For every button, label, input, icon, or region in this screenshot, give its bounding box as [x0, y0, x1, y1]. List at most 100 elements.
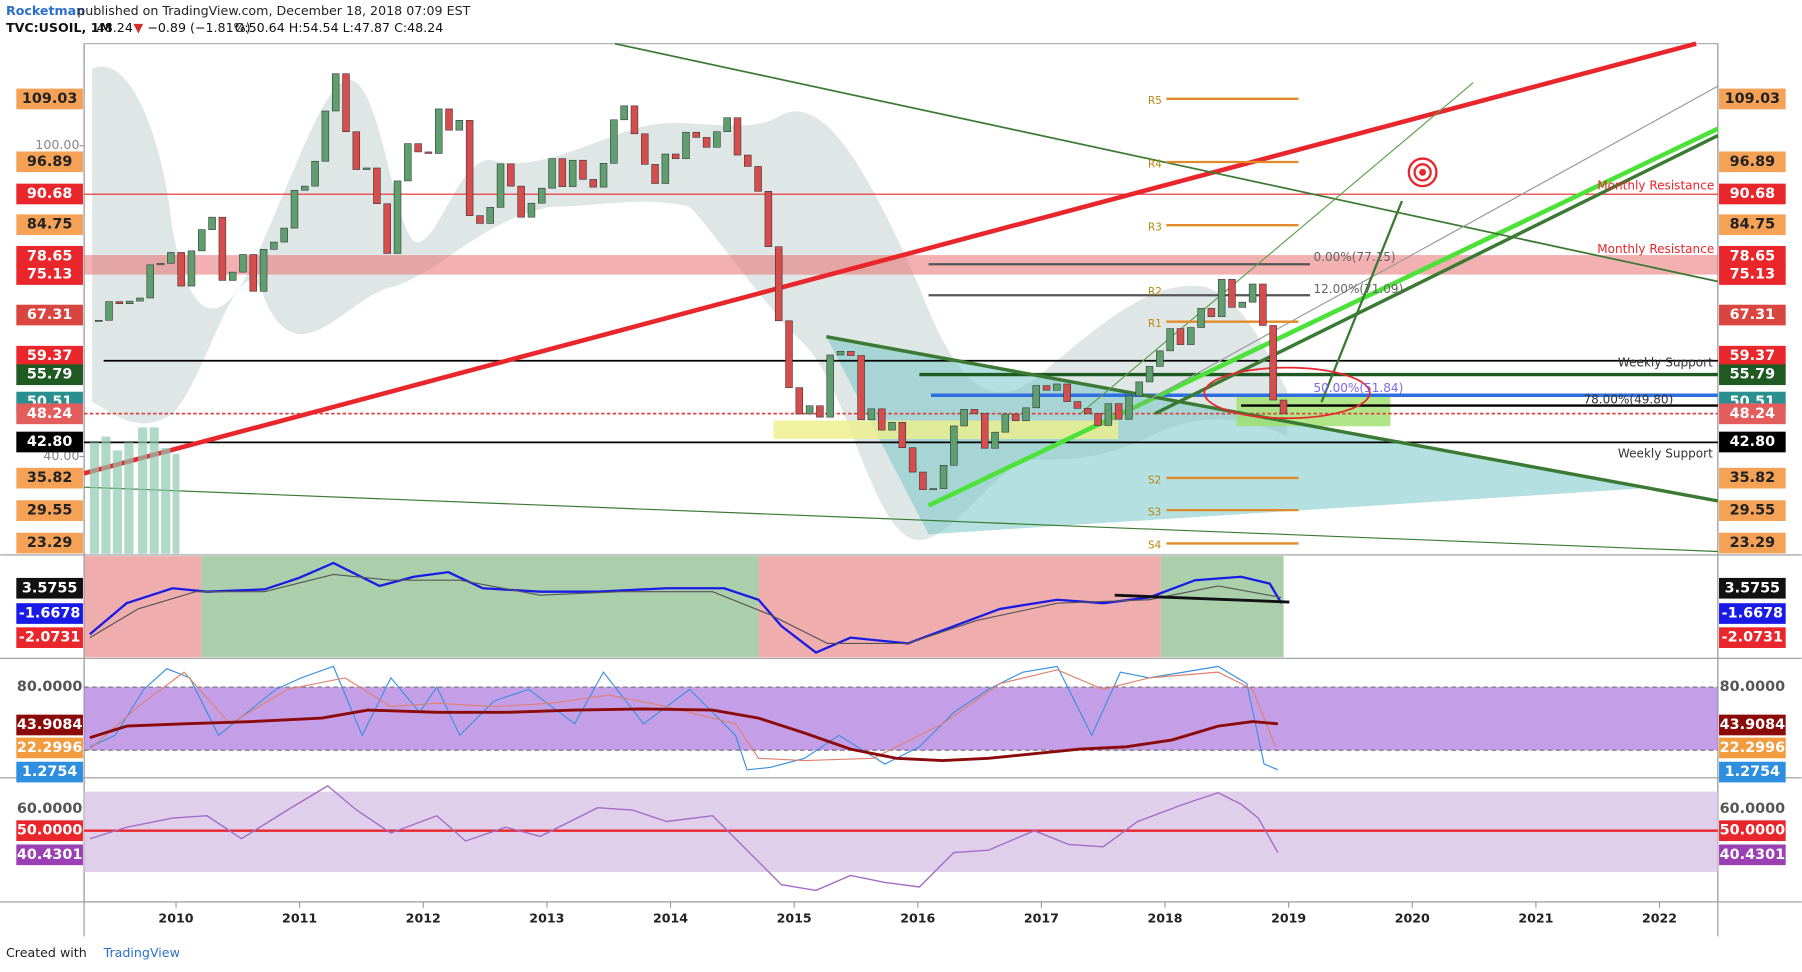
candle — [1207, 308, 1216, 317]
price-label-left: 75.13 — [27, 267, 72, 283]
candle — [146, 264, 155, 299]
candle — [898, 422, 907, 448]
candle — [610, 119, 618, 164]
candle — [1032, 385, 1040, 409]
candle — [414, 143, 422, 153]
candle — [888, 422, 896, 431]
candle — [599, 163, 608, 188]
candle — [1279, 399, 1288, 415]
stoch-label-left: 1.2754 — [22, 764, 77, 780]
macd-label-right: -2.0731 — [1722, 630, 1783, 646]
candle — [331, 73, 340, 112]
price-label-left: 90.68 — [27, 186, 72, 202]
candle — [1063, 383, 1071, 402]
candle — [270, 241, 278, 250]
candle — [228, 271, 237, 281]
candle — [857, 355, 865, 421]
macd-label-left: 3.5755 — [22, 580, 77, 596]
macd-label-left: -1.6678 — [19, 606, 80, 622]
symbol: TVC:USOIL, 1M — [6, 20, 112, 35]
price-badge-left — [16, 467, 83, 489]
candle — [847, 351, 855, 356]
price-label-right: 35.82 — [1730, 470, 1775, 486]
author: Rocketman — [6, 3, 85, 18]
candle — [187, 250, 196, 287]
candle — [1042, 385, 1051, 391]
candle — [1073, 401, 1082, 409]
macd-badge-right — [1719, 577, 1786, 599]
candle — [1084, 408, 1092, 414]
candle — [167, 252, 175, 264]
candle — [1176, 328, 1185, 345]
rsi-badge-right — [1719, 844, 1786, 866]
candle — [198, 229, 206, 252]
pivot-label: R3 — [1148, 221, 1162, 233]
price-label-left: 78.65 — [27, 248, 72, 264]
candle — [713, 131, 721, 148]
candle — [877, 408, 886, 431]
rsi-label-right: 60.0000 — [1720, 801, 1785, 817]
candle — [455, 120, 464, 131]
stoch-badge-left — [16, 714, 83, 736]
candle — [1011, 413, 1020, 422]
price-label-left: 84.75 — [27, 217, 72, 233]
x-tick-label: 2011 — [282, 911, 317, 926]
candle — [548, 158, 556, 189]
price-label-right: 75.13 — [1730, 267, 1775, 283]
candle — [919, 471, 927, 490]
panel-dividers — [0, 43, 1802, 937]
price-label-left: 109.03 — [22, 91, 77, 107]
stoch-badge-right — [1719, 714, 1786, 736]
pivot-label: S3 — [1148, 506, 1161, 518]
price-badge-left — [16, 264, 83, 285]
rsi-badge-right — [1719, 820, 1786, 842]
candle — [764, 191, 773, 248]
rsi-label-right: 40.4301 — [1720, 847, 1785, 863]
candle — [1166, 328, 1174, 352]
candle — [486, 207, 494, 224]
candle — [991, 431, 999, 449]
candle — [115, 301, 124, 304]
price-label-right: 55.79 — [1730, 367, 1775, 383]
candles — [95, 73, 1288, 491]
annotations: Monthly Resistance Monthly Resistance We… — [1148, 95, 1714, 552]
last-price: 48.24 — [97, 20, 133, 35]
x-tick-label: 2020 — [1395, 911, 1430, 926]
candle — [507, 163, 515, 187]
candle — [733, 117, 742, 156]
macd-label-right: -1.6678 — [1722, 606, 1783, 622]
candle — [383, 203, 391, 254]
change: −0.89 (−1.81%) — [147, 20, 250, 35]
x-tick-label: 2013 — [529, 911, 564, 926]
candle — [136, 297, 144, 302]
pivot-label: R5 — [1148, 95, 1162, 107]
price-badge-left — [16, 245, 83, 267]
price-badge-right — [1719, 345, 1786, 367]
candle — [517, 185, 525, 218]
price-label-left: 67.31 — [27, 307, 72, 323]
stoch-label-right: 80.0000 — [1720, 679, 1785, 695]
price-label-right: 23.29 — [1730, 535, 1775, 551]
price-label-left: 35.82 — [27, 470, 72, 486]
candle — [816, 405, 824, 418]
y-tick-label: 100.00 — [35, 137, 79, 152]
candle — [1104, 403, 1113, 426]
candle — [620, 105, 628, 121]
candle — [1187, 327, 1195, 345]
candle — [805, 405, 814, 415]
candle — [692, 131, 701, 138]
price-label-right: 67.31 — [1730, 307, 1775, 323]
candle — [321, 110, 330, 162]
price-badge-left — [16, 183, 83, 205]
price-label-left: 96.89 — [27, 154, 72, 170]
candle — [723, 117, 731, 133]
candle — [630, 105, 639, 135]
x-tick-label: 2017 — [1024, 911, 1059, 926]
candle — [404, 143, 412, 182]
candle — [960, 409, 968, 427]
price-label-left: 29.55 — [27, 503, 72, 519]
candle — [651, 164, 659, 184]
candle — [1001, 413, 1010, 433]
